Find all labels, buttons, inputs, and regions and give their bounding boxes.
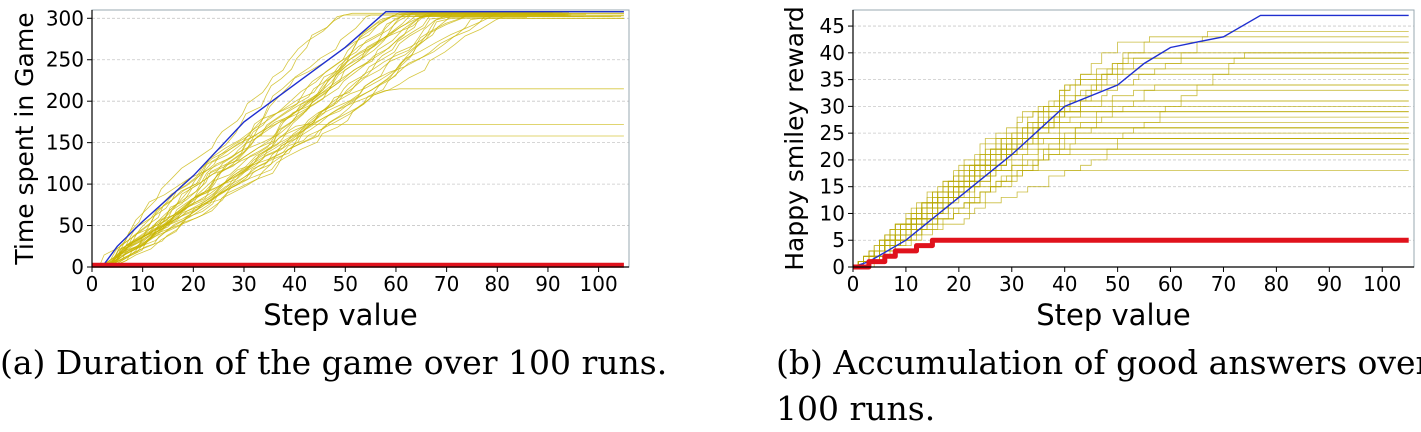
chart-a-run-line-17 [100,17,624,268]
chart-a-xtick-label-60: 60 [383,272,408,296]
chart-a-run-line-1 [108,12,563,268]
chart-b-baseline-line [853,237,1409,270]
chart-b-run-line-15 [853,57,1409,268]
chart-a-ytick-label-150: 150 [46,131,84,155]
chart-a-run-line-11 [110,13,572,268]
chart-b-run-line-23 [853,132,1409,268]
chart-a-run-line-28 [100,12,528,268]
chart-a-run-line-14 [111,15,571,268]
chart-b-svg: 0 10 20 30 40 50 60 70 80 90 100051015202530354045… [780,6,1415,332]
chart-a-xtick-label-30: 30 [231,272,256,296]
chart-b-ytick-label-15: 15 [820,175,845,199]
chart-a-xtick-label-70: 70 [434,272,459,296]
chart-b-xtick-label-80: 80 [1264,272,1289,296]
caption-b-line-1: (b) Accumulation of good answers over [776,343,1421,382]
chart-b-run-line-29 [853,138,1409,268]
chart-b-ytick-label-0: 0 [832,255,845,279]
chart-a-ytick-label-300: 300 [46,6,84,30]
chart-a-xtick-label-0: 0 [86,272,99,296]
chart-a-svg: 0 10 20 30 40 50 60 70 80 90 100 0 50 100 150 200 250 300… [10,6,630,332]
chart-a-ytick-label-200: 200 [46,89,84,113]
chart-b-xtick-label-20: 20 [946,272,971,296]
chart-b-xtick-label-60: 60 [1158,272,1183,296]
chart-b-run-line-22 [853,111,1409,268]
chart-a-ytick-label-100: 100 [46,172,84,196]
chart-a-xtick-label-90: 90 [535,272,560,296]
chart-a-ytick-label-250: 250 [46,48,84,72]
chart-b-xtick-label-10: 10 [893,272,918,296]
chart-a-run-line-15 [110,12,624,268]
chart-b-run-line-28 [853,68,1409,268]
chart-b-ytick-label-30: 30 [820,94,845,118]
chart-b-ytick-label-10: 10 [820,201,845,225]
chart-b-xtick-label-0: 0 [847,272,860,296]
chart-a-xtick-label-100: 100 [580,272,618,296]
caption-a: (a) Duration of the game over 100 runs. [0,343,668,382]
chart-b-ytick-label-35: 35 [820,68,845,92]
chart-a-run-line-32 [110,135,624,268]
chart-a-run-line-30 [105,88,624,268]
chart-a-run-line-27 [109,13,565,268]
chart-b-xtick-label-90: 90 [1317,272,1342,296]
chart-a-run-line-23 [107,14,569,268]
chart-a-ytick-label-0: 0 [71,255,84,279]
chart-a-run-line-9 [103,14,624,268]
chart-b-run-line-1 [853,36,1409,268]
chart-b-run-line-31 [853,57,1409,268]
chart-b-ytick-label-20: 20 [820,148,845,172]
chart-panel-b: 0 10 20 30 40 50 60 70 80 90 100 0 5 10 15 20 25 30 35 40 45… [760,0,1421,429]
chart-a-run-line-13 [106,16,613,268]
chart-a-xtick-label-80: 80 [485,272,510,296]
chart-a-run-line-25 [98,12,554,268]
chart-a-run-line-3 [102,16,584,268]
chart-b-run-line-3 [853,63,1409,268]
chart-a-run-line-20 [109,12,545,268]
chart-a-run-line-29 [108,12,511,268]
chart-b-run-line-32 [853,41,1409,268]
chart-b-run-line-20 [853,143,1409,268]
chart-b-run-line-8 [853,111,1409,268]
chart-b-xtick-label-100: 100 [1363,272,1401,296]
chart-a-run-line-4 [108,12,487,268]
caption-b-line-2: 100 runs. [776,389,936,428]
chart-b-ytick-label-5: 5 [832,228,845,252]
chart-a-x-axis-label: Step value [263,298,417,332]
chart-b-run-line-25 [853,154,1409,268]
chart-a-ytick-label-50: 50 [59,214,84,238]
chart-panel-a: 0 10 20 30 40 50 60 70 80 90 100 0 50 100 150 200 250 300… [0,0,700,429]
chart-a-highlight-run-line [101,10,624,268]
chart-b-y-axis-label: Happy smiley reward [780,6,809,271]
chart-a-run-line-22 [100,17,527,268]
chart-b-ytick-label-40: 40 [820,41,845,65]
chart-a-xtick-label-10: 10 [130,272,155,296]
chart-a-run-line-31 [107,124,624,268]
caption-b: (b) Accumulation of good answers over 10… [776,340,1421,432]
chart-b-xtick-label-70: 70 [1211,272,1236,296]
chart-a-xtick-label-20: 20 [181,272,206,296]
chart-b-xtick-label-30: 30 [999,272,1024,296]
chart-b-ytick-label-45: 45 [820,14,845,38]
chart-a-run-line-7 [109,12,537,268]
chart-a-xtick-label-40: 40 [282,272,307,296]
chart-a-y-axis-label: Time spent in Game [10,12,39,265]
chart-b-ytick-label-25: 25 [820,121,845,145]
chart-a-xtick-label-50: 50 [333,272,358,296]
chart-a-run-line-5 [100,14,566,268]
chart-a-run-line-26 [106,13,569,268]
chart-a-run-line-6 [111,15,624,268]
chart-b-xtick-label-50: 50 [1105,272,1130,296]
chart-b-xtick-label-40: 40 [1052,272,1077,296]
chart-b-highlight-run-line [852,14,1409,268]
chart-b-x-axis-label: Step value [1036,298,1190,332]
